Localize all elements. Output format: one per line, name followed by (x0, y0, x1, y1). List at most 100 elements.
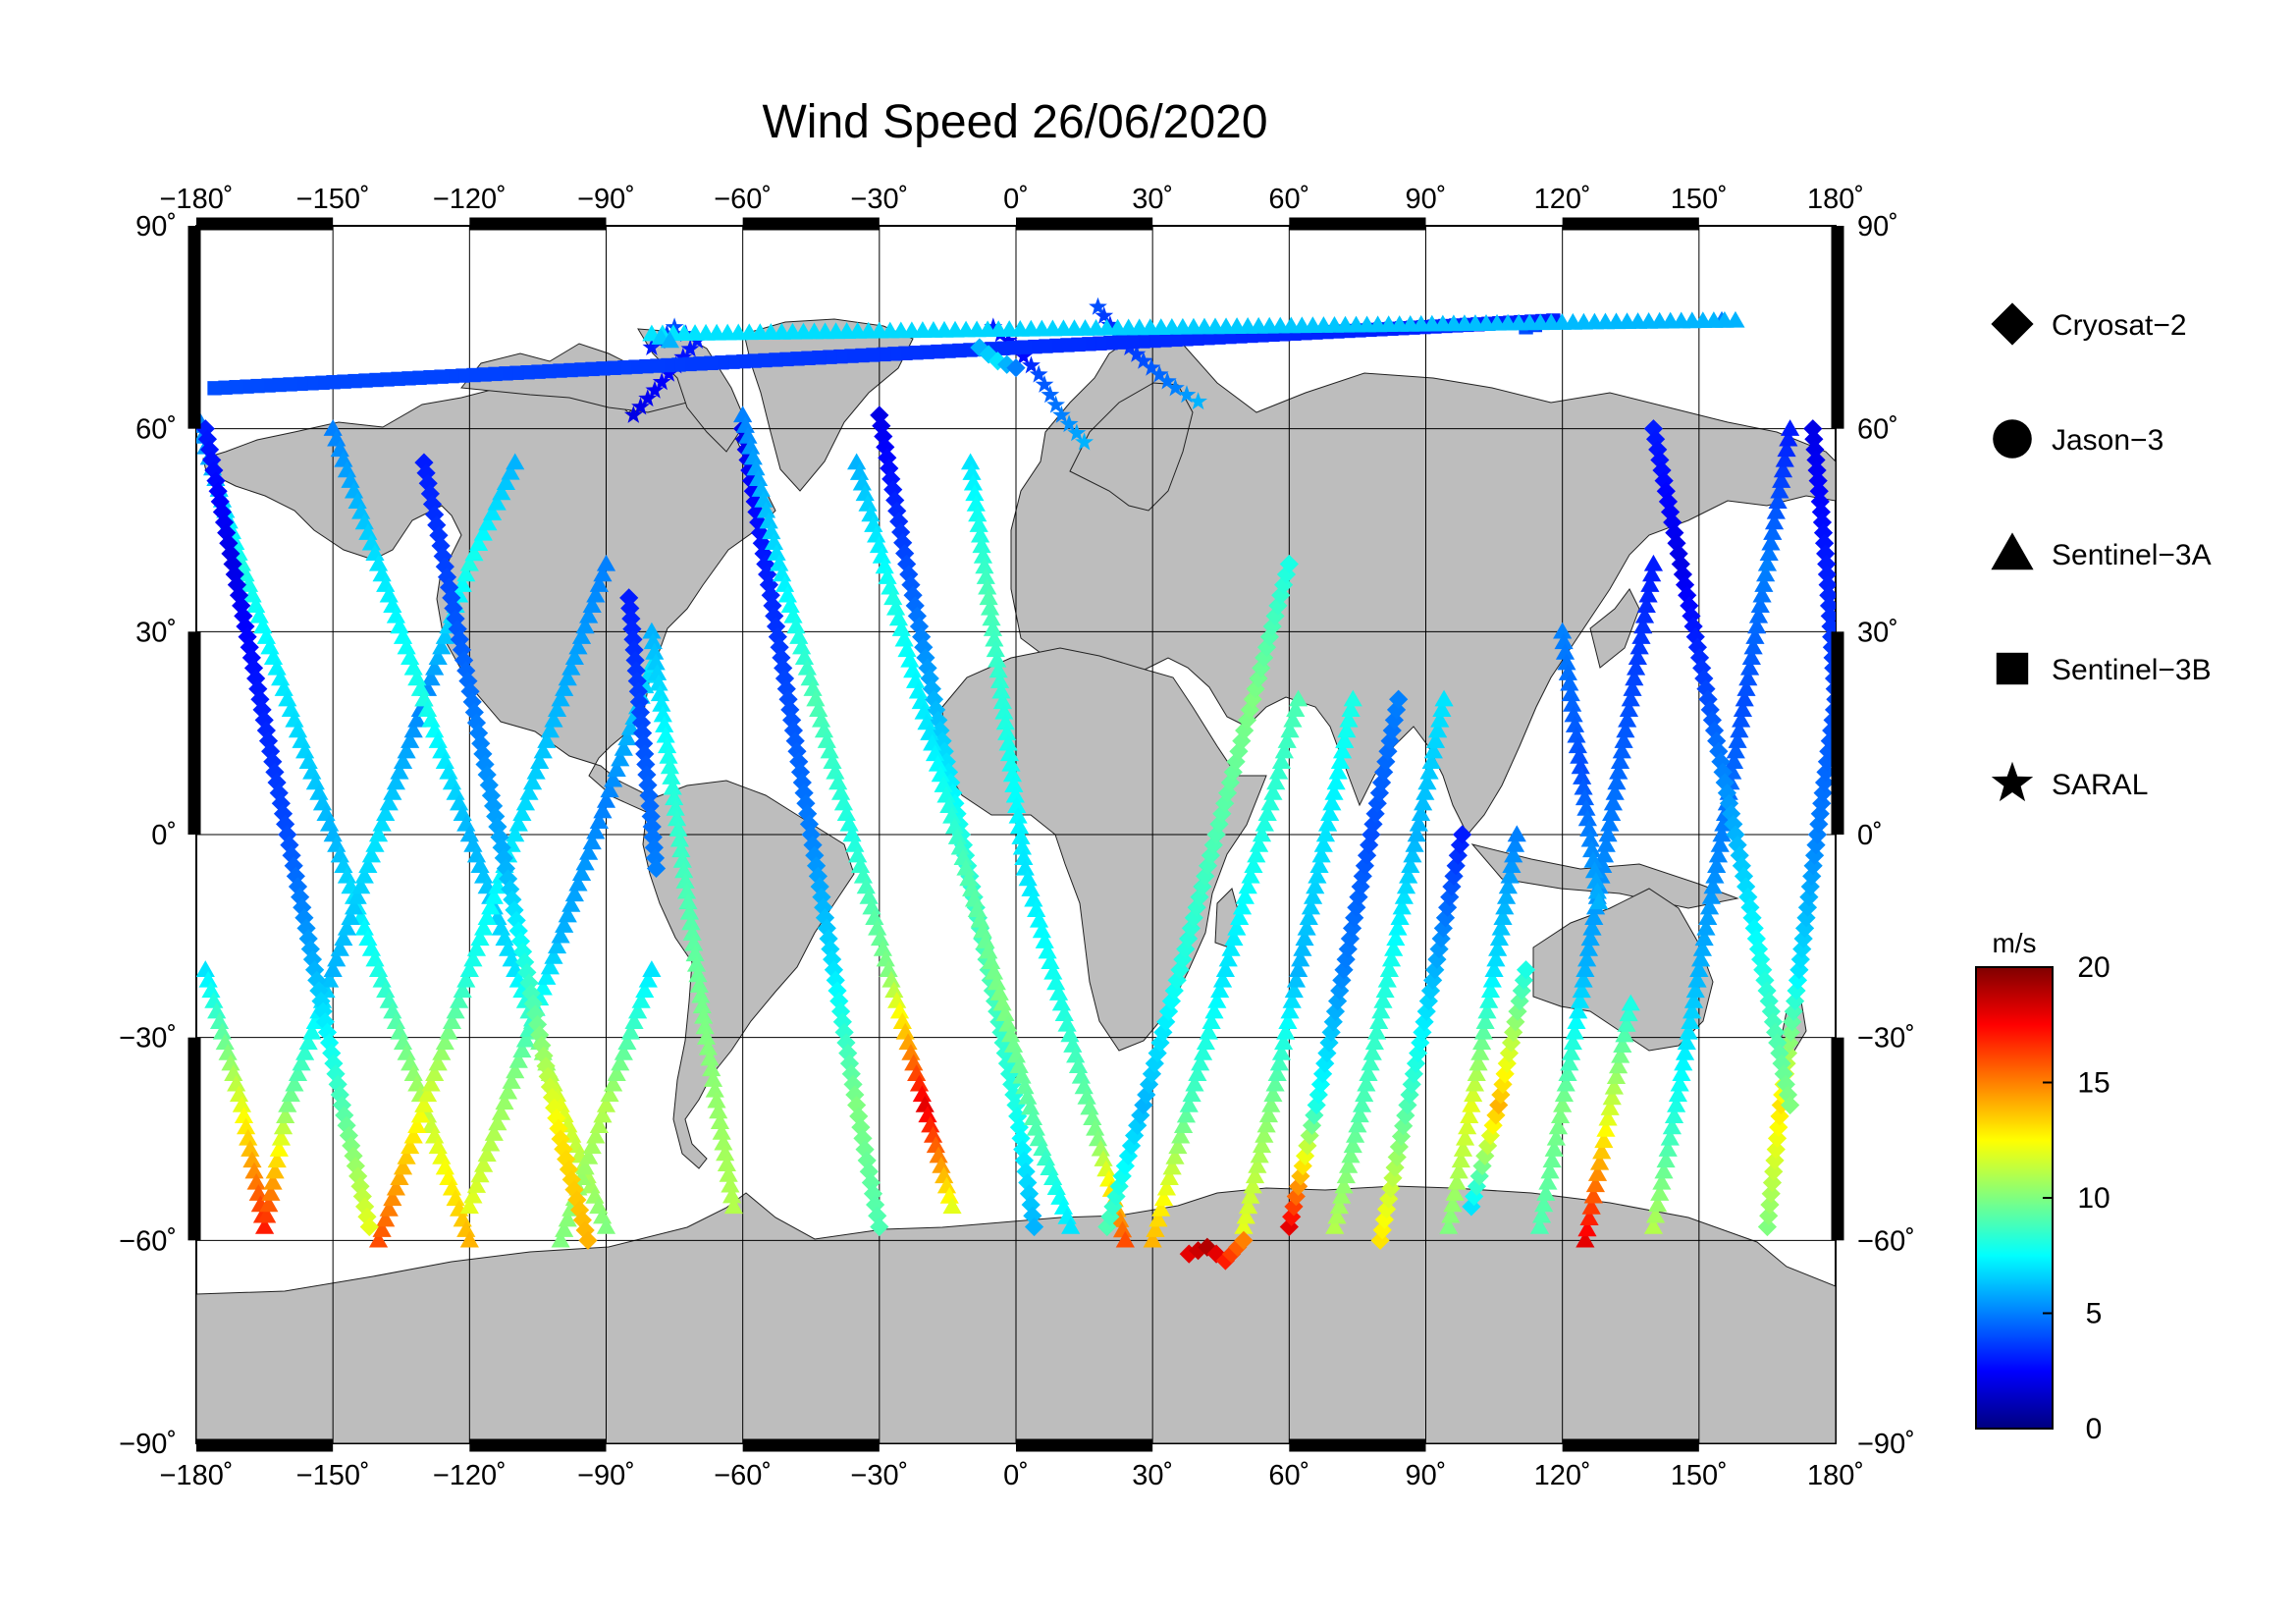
track-point (407, 669, 427, 686)
track-point (1241, 1186, 1260, 1204)
track-point (1460, 1107, 1479, 1124)
track-point (1271, 1043, 1292, 1060)
track-point (425, 721, 445, 738)
track-point (635, 744, 655, 764)
track-point (1479, 991, 1499, 1008)
track-point (397, 1147, 416, 1164)
track-point (515, 952, 535, 972)
track-point (407, 710, 427, 728)
track-point (512, 1041, 532, 1058)
track-point (809, 700, 828, 718)
track-point (1558, 1064, 1577, 1081)
track-point (589, 1116, 609, 1133)
track-point (921, 1115, 940, 1133)
track-point (1701, 887, 1721, 904)
track-point (309, 784, 329, 800)
track-point (669, 830, 690, 847)
track-point (621, 609, 641, 628)
track-point (1286, 700, 1306, 718)
track-point (372, 565, 392, 582)
track-point (280, 835, 299, 855)
track-point (643, 632, 663, 650)
track-point (1209, 814, 1229, 835)
track-point (1665, 523, 1684, 543)
track-point (393, 752, 413, 770)
track-point (407, 1074, 427, 1092)
track-point (926, 1136, 945, 1154)
track-point (1048, 984, 1069, 1001)
track-point (900, 650, 920, 668)
track-point (1341, 700, 1361, 718)
track-point (884, 981, 904, 999)
track-point (1215, 1251, 1235, 1271)
track-point (1086, 1118, 1105, 1136)
track-point (1648, 1195, 1668, 1213)
track-point (473, 523, 493, 541)
track-point (660, 757, 680, 775)
track-point (1808, 471, 1828, 491)
track-point (439, 1022, 458, 1040)
track-point (1555, 642, 1575, 660)
track-point (1005, 785, 1025, 803)
track-point (1303, 887, 1323, 904)
track-point (903, 585, 923, 605)
track-point (1621, 689, 1640, 707)
track-markers (196, 297, 1836, 1271)
track-point (386, 1178, 405, 1196)
track-point (466, 845, 487, 863)
track-point (872, 416, 891, 436)
map-frame (187, 217, 1844, 1452)
track-point (1284, 981, 1304, 999)
track-point (326, 375, 341, 390)
track-point (1015, 858, 1035, 876)
track-point (477, 367, 492, 382)
track-point (1574, 778, 1593, 795)
track-point (1193, 1043, 1213, 1060)
track-point (1028, 339, 1042, 354)
track-point (210, 492, 230, 512)
track-point (240, 379, 254, 394)
track-point (397, 1043, 416, 1060)
track-point (1241, 866, 1260, 884)
track-point (1576, 798, 1596, 816)
frame-band-right (1831, 631, 1844, 835)
track-point (976, 932, 995, 948)
track-point (1046, 395, 1065, 413)
track-point (330, 440, 349, 458)
track-point (907, 1064, 927, 1081)
track-point (1449, 1162, 1468, 1179)
track-point (232, 596, 251, 616)
track-point (1564, 705, 1583, 723)
track-point (992, 692, 1013, 710)
track-point (221, 1054, 240, 1071)
track-point (970, 910, 989, 928)
track-point (1425, 731, 1446, 748)
track-point (1677, 1033, 1696, 1051)
track-point (891, 620, 911, 636)
track-point (1542, 1151, 1562, 1168)
track-point (704, 355, 719, 370)
track-point (1728, 835, 1747, 855)
track-point (1443, 1195, 1463, 1213)
track-point (355, 1197, 375, 1217)
track-point (1389, 689, 1409, 709)
track-point (1039, 339, 1053, 353)
track-point (894, 629, 914, 647)
track-point (547, 937, 567, 954)
track-point (741, 437, 761, 455)
track-point (1558, 664, 1577, 680)
track-point (484, 887, 504, 904)
track-point (764, 533, 784, 550)
track-point (1598, 1109, 1618, 1126)
track-point (376, 804, 396, 822)
track-point (1357, 845, 1377, 865)
track-point (256, 721, 276, 740)
track-point (1334, 1176, 1354, 1194)
track-point (1548, 1117, 1569, 1135)
track-point (659, 746, 678, 764)
track-point (1401, 856, 1420, 873)
track-point (466, 367, 481, 383)
track-point (249, 606, 269, 623)
track-point (815, 908, 835, 928)
track-point (491, 918, 511, 936)
